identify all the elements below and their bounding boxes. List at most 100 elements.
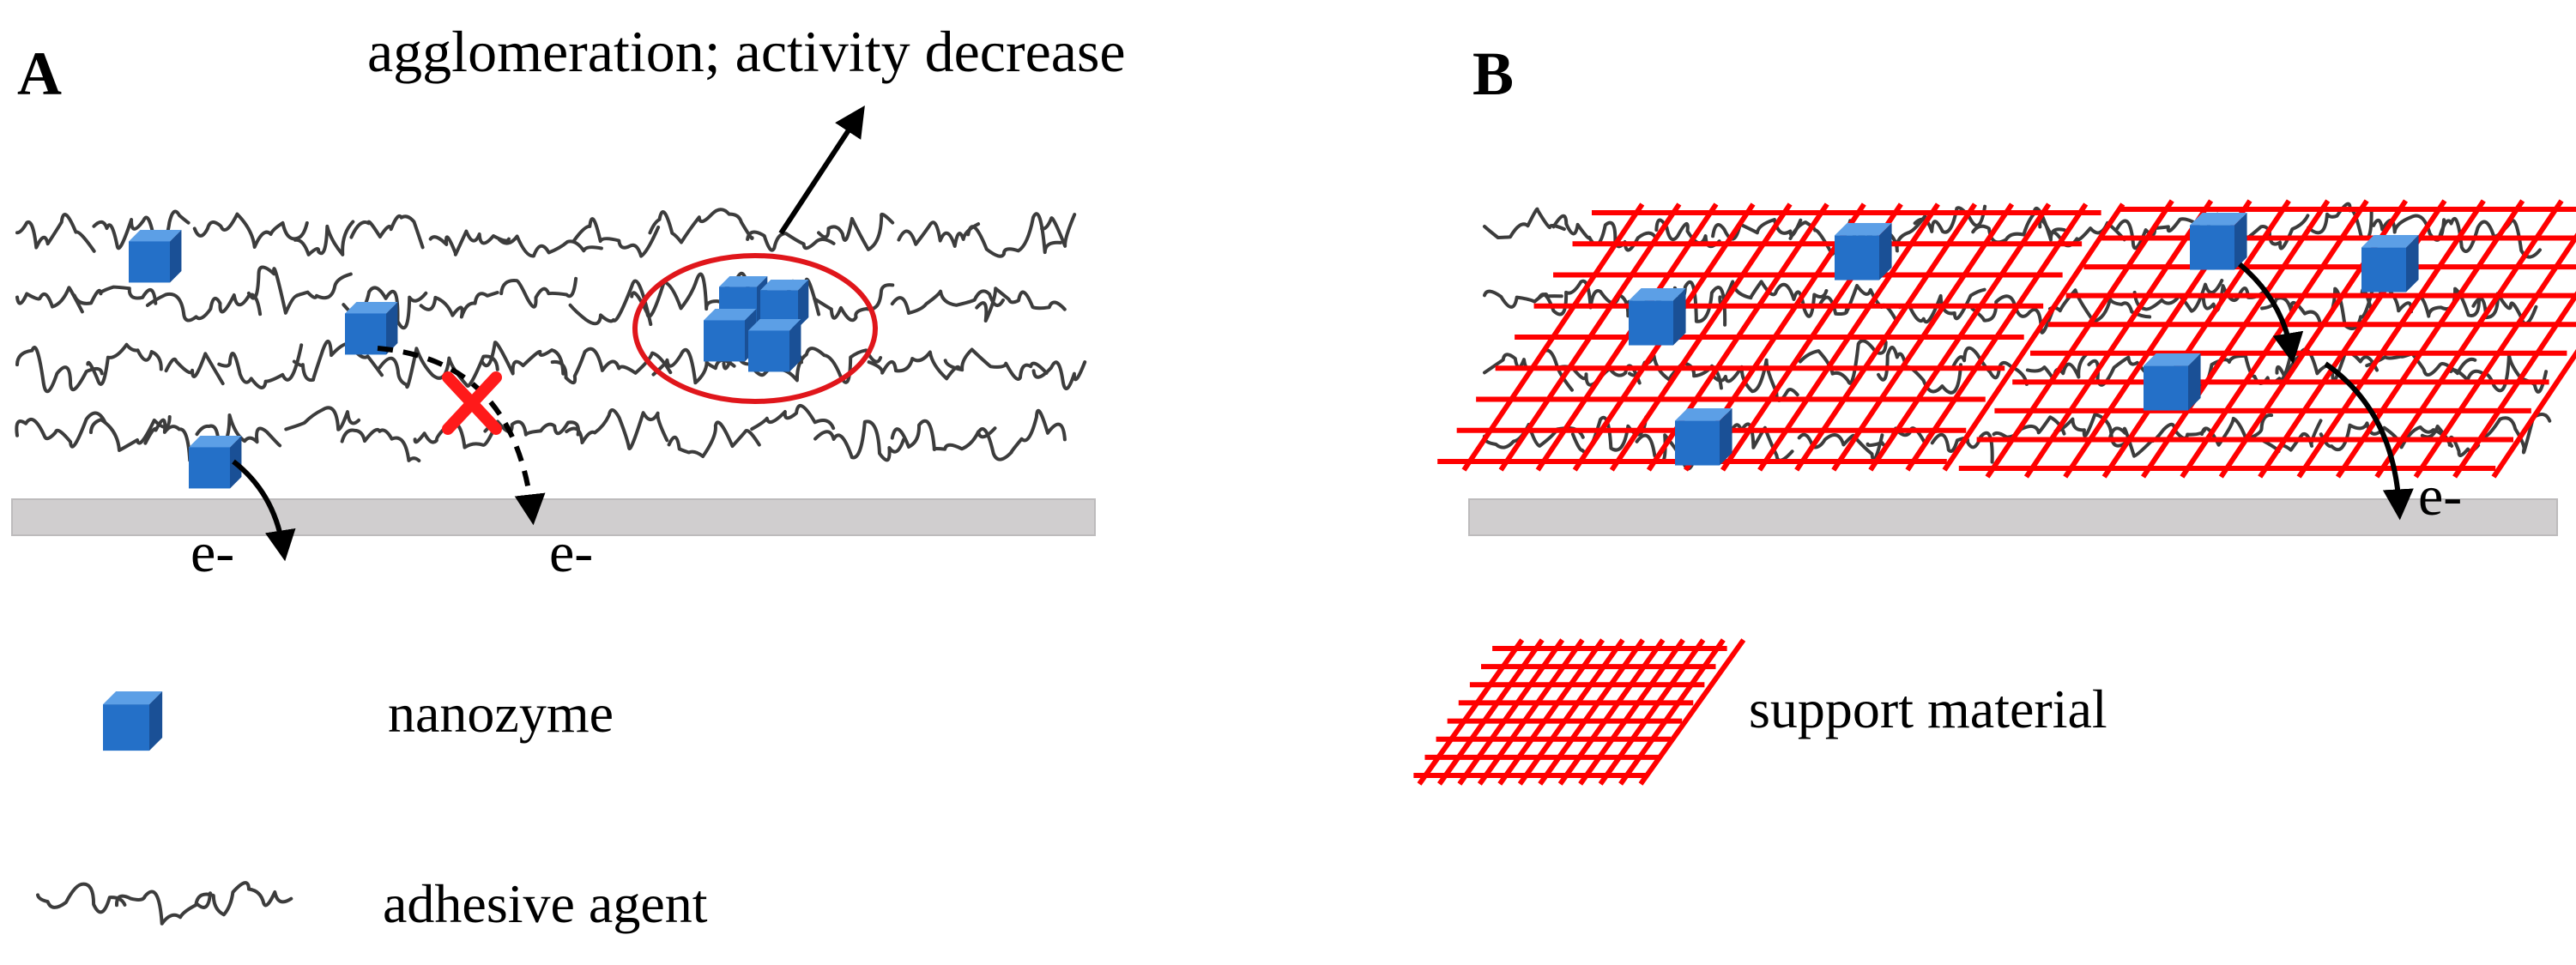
legend-adhesive-agent-label: adhesive agent	[383, 873, 708, 934]
adhesive-strand	[1483, 289, 1563, 309]
adhesive-strand	[550, 347, 673, 385]
adhesive-agent-layer-a	[15, 208, 1087, 462]
adhesive-strand	[667, 420, 761, 459]
adhesive-strand	[36, 882, 127, 914]
support-mesh	[1958, 199, 2576, 479]
adhesive-strand	[2047, 288, 2152, 323]
nanozyme-legend-cube	[103, 691, 163, 751]
adhesive-strand	[497, 234, 603, 258]
adhesive-strand	[1040, 213, 1077, 248]
adhesive-strand	[192, 212, 309, 249]
electron-hop-arrow-b	[2238, 262, 2304, 365]
adhesive-strand	[15, 411, 107, 449]
nanozyme-cube	[1629, 288, 1686, 346]
panel-b-label: B	[1472, 39, 1515, 108]
legend-support-material-label: support material	[1749, 679, 2107, 739]
adhesive-strand	[15, 286, 84, 314]
electron-label-a-blocked: e-	[549, 522, 594, 584]
support-mesh	[1437, 202, 2126, 472]
adhesive-strand	[779, 347, 883, 384]
adhesive-strand	[378, 347, 499, 389]
support-material-layer	[1437, 199, 2576, 479]
adhesive-strand	[1711, 358, 1799, 402]
nanozyme-cube	[1835, 223, 1892, 280]
adhesive-strand	[813, 419, 905, 462]
blocked-transfer-arrow	[377, 346, 546, 526]
nanozymes-b	[1629, 213, 2419, 466]
agglomeration-pointer-arrow	[778, 105, 865, 235]
adhesive-strand	[897, 220, 981, 248]
adhesive-strand	[1971, 206, 2066, 244]
adhesive-strand	[292, 340, 384, 383]
adhesive-strand	[15, 345, 104, 394]
support-mesh	[1413, 638, 1746, 786]
electrode-b	[1468, 498, 2558, 536]
adhesive-strand	[428, 229, 511, 256]
adhesive-strand	[651, 347, 736, 385]
adhesive-strand	[1992, 415, 2066, 439]
adhesive-strand	[2319, 421, 2454, 452]
adhesive-strand	[890, 289, 1005, 315]
panel-b	[1437, 199, 2576, 536]
adhesive-strand	[975, 408, 1067, 461]
adhesive-strand	[194, 881, 293, 917]
adhesive-strand	[975, 286, 1067, 323]
legend-support-material-icon	[1413, 638, 1746, 786]
adhesive-strand	[114, 890, 212, 926]
nanozymes-a	[129, 230, 809, 489]
adhesive-strand	[217, 343, 304, 389]
nanozyme-cube	[1675, 408, 1732, 466]
adhesive-strand	[483, 419, 580, 437]
adhesive-strand	[630, 272, 732, 319]
adhesive-strand	[419, 291, 499, 319]
nanozyme-cube	[2361, 235, 2419, 293]
adhesive-strand	[15, 213, 96, 253]
electron-label-b: e-	[2418, 465, 2463, 528]
adhesive-strand	[648, 208, 754, 244]
adhesive-strand	[813, 283, 895, 323]
adhesive-strand	[817, 212, 895, 251]
adhesive-strand	[86, 342, 163, 386]
adhesive-strand	[966, 212, 1062, 258]
adhesive-strand	[1913, 204, 1987, 234]
adhesive-strand	[143, 418, 192, 462]
adhesive-strand	[480, 341, 565, 376]
electrode-a	[11, 498, 1096, 536]
adhesive-strand	[750, 404, 836, 431]
panel-a	[11, 105, 1096, 562]
adhesive-strand	[499, 276, 578, 309]
adhesive-strand	[746, 230, 836, 252]
adhesive-strand	[164, 352, 225, 386]
adhesive-strand	[565, 408, 669, 450]
panel-a-label: A	[17, 39, 62, 108]
adhesive-strand	[1817, 284, 1898, 323]
adhesive-strand	[572, 217, 661, 258]
adhesive-strand	[340, 427, 421, 462]
nanozyme-cube	[2144, 353, 2201, 411]
legend-nanozyme-icon	[103, 691, 163, 751]
nanozyme-cube	[129, 230, 182, 283]
adhesive-strand	[890, 419, 997, 451]
adhesive-strand	[284, 406, 361, 431]
adhesive-strand	[1483, 348, 1574, 392]
adhesive-strand	[2259, 419, 2323, 454]
legend-adhesive-agent-icon	[36, 881, 293, 926]
adhesive-strand	[92, 209, 190, 250]
nanozyme-cube	[2190, 213, 2247, 270]
agglomeration-annotation: agglomeration; activity decrease	[367, 19, 1126, 84]
adhesive-strand	[195, 413, 282, 448]
adhesive-strand	[568, 279, 653, 326]
adhesive-strand	[1483, 207, 1566, 239]
adhesive-strand	[1711, 218, 1803, 241]
agglomeration-highlight	[632, 253, 878, 404]
adhesive-strand	[88, 415, 172, 452]
adhesive-strand	[1551, 214, 1659, 252]
electron-transfer-arrow-a	[232, 459, 296, 562]
adhesive-strand	[145, 292, 263, 323]
nanozyme-cube	[189, 436, 242, 489]
legend-nanozyme-label: nanozyme	[388, 683, 614, 744]
electron-transfer-arrow-b	[2324, 361, 2414, 521]
nanozyme-cube	[345, 302, 398, 355]
